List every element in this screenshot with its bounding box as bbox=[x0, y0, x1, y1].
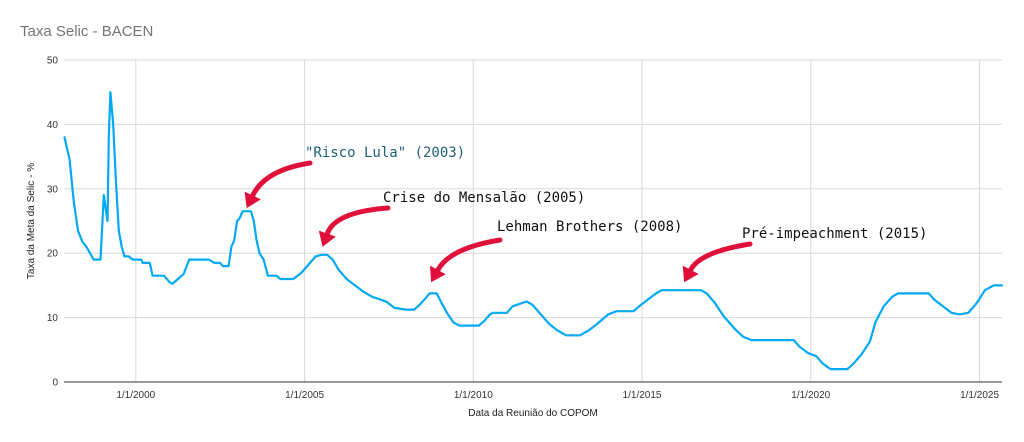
annotation-label: Lehman Brothers (2008) bbox=[497, 219, 682, 235]
y-tick-label: 50 bbox=[47, 56, 59, 67]
y-tick-label: 20 bbox=[47, 249, 59, 260]
arrow-shaft bbox=[435, 237, 503, 273]
chart-title: Taxa Selic - BACEN bbox=[20, 23, 153, 40]
x-tick-label: 1/1/2005 bbox=[285, 390, 324, 401]
annotations: "Risco Lula" (2003) Crise do Mensalão (20… bbox=[244, 145, 927, 283]
annotation-arrow bbox=[318, 205, 391, 247]
annotation-arrow bbox=[682, 241, 753, 283]
series-lines bbox=[63, 91, 1004, 371]
x-tick-label: 1/1/2010 bbox=[454, 390, 493, 401]
annotation-label: Pré-impeachment (2015) bbox=[742, 226, 927, 242]
annotation-label: Crise do Mensalão (2005) bbox=[383, 190, 585, 206]
arrow-shaft bbox=[324, 205, 391, 237]
x-tick-label: 1/1/2020 bbox=[791, 390, 830, 401]
arrow-shaft bbox=[688, 241, 753, 273]
arrow-shaft bbox=[250, 160, 313, 198]
y-tick-label: 10 bbox=[47, 313, 59, 324]
arrow-head bbox=[244, 191, 261, 209]
arrow-head bbox=[430, 265, 446, 283]
annotation-arrow bbox=[244, 160, 313, 209]
annotation-arrow bbox=[430, 237, 503, 283]
annotation-label: "Risco Lula" (2003) bbox=[305, 145, 465, 161]
arrow-head bbox=[318, 230, 336, 247]
gridlines bbox=[64, 59, 1002, 382]
y-tick-label: 30 bbox=[47, 184, 59, 195]
x-tick-label: 1/1/2000 bbox=[116, 390, 155, 401]
series-line-selic bbox=[63, 91, 1004, 371]
axes: 0 10 20 30 40 50 1/1/2000 1/1/2005 1/1/2010 1/1/2… bbox=[47, 56, 1002, 401]
y-tick-label: 40 bbox=[47, 120, 59, 131]
x-axis-label: Data da Reunião do COPOM bbox=[468, 408, 598, 419]
x-tick-label: 1/1/2025 bbox=[960, 390, 999, 401]
x-tick-label: 1/1/2015 bbox=[623, 390, 662, 401]
y-axis-label: Taxa da Meta da Selic - % bbox=[26, 163, 37, 279]
y-tick-label: 0 bbox=[52, 378, 58, 389]
arrow-head bbox=[682, 265, 699, 283]
